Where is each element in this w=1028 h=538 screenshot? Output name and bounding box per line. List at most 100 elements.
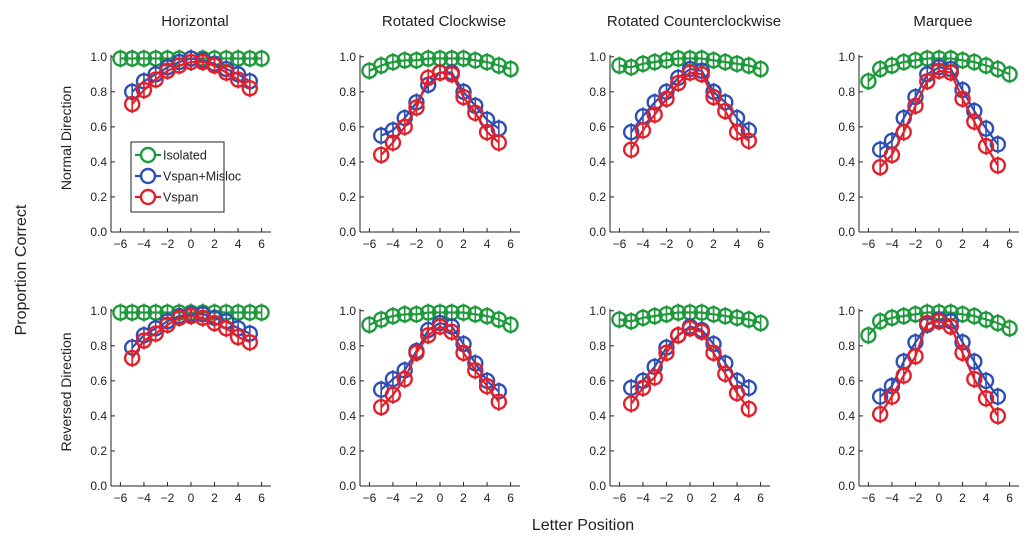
panel-normal-rotated-counterclockwise: Rotated Counterclockwise 0.0 0.2 0.4 0.6 0.8 1… [589,13,781,251]
data-point [420,327,437,344]
x-tick-label: 0 [188,237,195,251]
panel-normal-marquee: Marquee 0.0 0.2 0.4 0.6 0.8 1.0 −6 −4 −2 0 2 4 6 [838,13,1019,251]
data-point [502,316,519,333]
data-point [135,50,153,67]
y-tick-label: 0.8 [838,85,855,99]
data-point [895,123,912,141]
data-point [490,134,508,151]
y-tick-label: 0.8 [339,339,356,353]
x-tick-label: 6 [258,491,265,505]
series-isolated [611,49,769,79]
data-point [907,306,924,323]
x-tick-label: −4 [885,237,899,251]
x-tick-label: 0 [687,237,694,251]
data-point [646,369,663,386]
y-tick-label: 0.2 [339,444,356,458]
series-vspan [123,307,259,368]
x-tick-label: 4 [983,237,990,251]
y-tick-label: 0.4 [339,409,356,423]
data-point [907,97,924,115]
data-point [611,311,628,328]
data-point [253,304,270,321]
data-point [112,304,129,321]
y-tick-label: 0.8 [90,85,107,99]
data-point [752,314,769,332]
data-point [942,318,959,335]
x-tick-label: −6 [613,491,627,505]
x-tick-label: −6 [363,237,377,251]
data-point [658,90,675,108]
data-point [705,88,722,106]
legend-swatch-marker [139,167,157,185]
series-isolated [361,303,519,334]
series-vspan [123,53,259,114]
x-tick-label: 6 [1006,491,1013,505]
x-tick-label: −2 [660,237,674,251]
x-axis-label: Letter Position [532,517,634,534]
data-point [740,400,758,418]
data-point [1001,66,1018,83]
y-tick-label: 0.2 [589,190,606,204]
y-tick-label: 0.4 [589,155,606,169]
x-tick-label: 4 [484,491,491,505]
data-point [123,50,141,67]
data-point [384,53,402,71]
x-tick-label: 2 [460,237,467,251]
data-point [455,88,472,106]
x-tick-label: 0 [188,491,195,505]
series-isolated [611,303,769,333]
y-tick-label: 0.6 [90,120,107,134]
y-tick-label: 0.0 [589,479,606,493]
y-tick-label: 1.0 [589,50,606,64]
y-tick-label: 0.0 [339,479,356,493]
x-tick-label: 6 [258,237,265,251]
data-point [919,314,936,332]
data-point [384,386,402,404]
x-tick-label: −6 [862,491,876,505]
x-tick-label: 4 [484,237,491,251]
data-point [693,323,710,340]
data-point [883,388,901,405]
y-tick-label: 0.0 [589,225,606,239]
panel-reversed-marquee: 0.0 0.2 0.4 0.6 0.8 1.0 −6 −4 −2 0 2 4 6 [838,303,1019,505]
data-point [396,306,413,323]
panel-title: Horizontal [161,13,229,30]
row-label-reversed: Reversed Direction [58,332,74,451]
legend: Isolated Vspan+Misloc Vspan [130,141,241,213]
data-point [895,53,912,71]
y-tick-label: 0.8 [589,85,606,99]
x-tick-label: 4 [235,237,242,251]
data-point [241,334,259,351]
x-tick-label: 4 [734,237,741,251]
y-tick-label: 0.8 [339,85,356,99]
data-point [907,52,924,69]
data-point [241,50,259,67]
legend-label: Vspan [163,191,198,205]
data-point [728,309,746,326]
x-tick-label: 0 [437,491,444,505]
y-tick-label: 1.0 [90,304,107,318]
data-point [670,327,687,344]
data-point [883,309,901,326]
y-tick-label: 0.0 [90,225,107,239]
x-tick-label: −6 [862,237,876,251]
data-point [989,136,1007,153]
y-tick-label: 0.6 [90,374,107,388]
data-point [241,304,259,321]
y-tick-label: 0.6 [339,374,356,388]
data-point [966,113,983,130]
series-vspan [871,312,1007,425]
data-point [396,118,413,136]
data-point [408,344,425,362]
data-point [408,306,425,323]
x-tick-label: 2 [211,237,218,251]
data-point [977,137,995,155]
data-point [883,146,901,164]
data-point [871,158,889,176]
y-tick-label: 1.0 [90,50,107,64]
x-tick-label: 0 [936,491,943,505]
y-tick-label: 0.4 [90,155,107,169]
y-tick-label: 0.8 [589,339,606,353]
data-point [670,50,687,67]
data-point [860,73,877,90]
